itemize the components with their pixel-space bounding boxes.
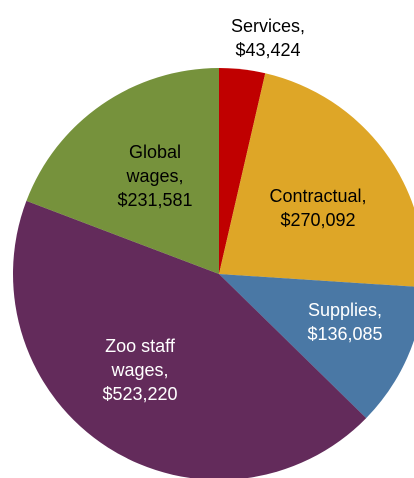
- pie-slice: [219, 68, 266, 274]
- pie-slice: [26, 68, 220, 274]
- value-label: $523,220: [102, 384, 178, 404]
- value-label: $43,424: [235, 40, 301, 60]
- data-label: Zoo staff wages, $523,220: [85, 334, 195, 406]
- value-label: $136,085: [307, 324, 383, 344]
- category-label: Supplies,: [307, 300, 383, 320]
- data-label: Services, $43,424: [208, 14, 328, 62]
- pie-slice: [13, 200, 367, 478]
- value-label: $231,581: [117, 190, 193, 210]
- pie-slice: [219, 274, 414, 419]
- data-label: Contractual, $270,092: [243, 184, 393, 232]
- category-label: Services,: [230, 16, 306, 36]
- category-label: Contractual,: [269, 186, 367, 206]
- data-label: Global wages, $231,581: [110, 140, 200, 212]
- pie-slice: [219, 73, 414, 287]
- value-label: $270,092: [280, 210, 356, 230]
- data-label: Supplies, $136,085: [290, 298, 400, 346]
- category-label: Zoo staff wages,: [105, 336, 175, 380]
- category-label: Global wages,: [126, 142, 184, 186]
